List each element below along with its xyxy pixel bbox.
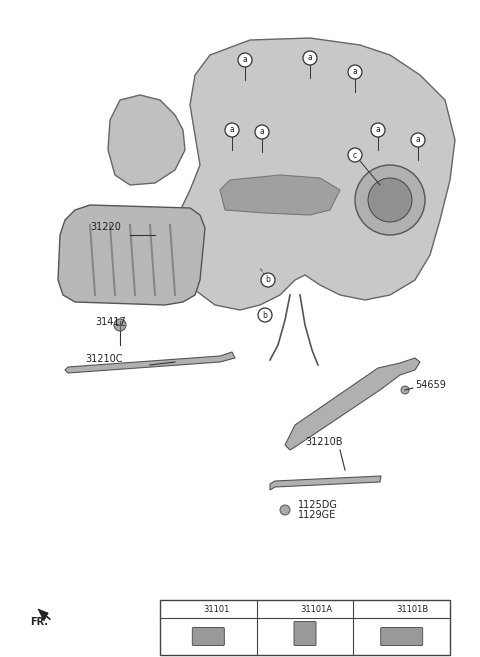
Circle shape [401,386,409,394]
FancyBboxPatch shape [381,627,423,645]
Text: 1125DG: 1125DG [298,500,338,510]
Bar [160,600,450,655]
Text: a: a [260,127,264,137]
Circle shape [114,319,126,331]
Circle shape [255,125,269,139]
Text: b: b [265,275,270,284]
Circle shape [411,133,425,147]
Circle shape [378,603,390,615]
Circle shape [184,603,196,615]
Text: 31210C: 31210C [85,354,122,364]
Text: a: a [242,55,247,64]
Circle shape [261,273,275,287]
Text: a: a [353,68,358,76]
Text: a: a [229,125,234,135]
Polygon shape [285,358,420,450]
Text: 31101: 31101 [204,604,230,614]
Text: b: b [263,311,267,319]
Circle shape [303,51,317,65]
Polygon shape [58,205,205,305]
Text: 31220: 31220 [90,222,121,232]
Circle shape [355,165,425,235]
FancyBboxPatch shape [294,622,316,645]
FancyBboxPatch shape [192,627,224,645]
Text: 31101A: 31101A [300,604,332,614]
Circle shape [348,148,362,162]
Text: c: c [382,604,386,614]
Text: a: a [308,53,312,62]
Text: a: a [416,135,420,145]
Polygon shape [220,175,340,215]
Text: a: a [376,125,380,135]
Text: 31101B: 31101B [396,604,429,614]
Text: 54659: 54659 [415,380,446,390]
Text: c: c [353,150,357,160]
Circle shape [225,123,239,137]
Circle shape [368,178,412,222]
Text: 31210B: 31210B [305,437,343,447]
Polygon shape [108,95,185,185]
Text: FR.: FR. [30,617,48,627]
Text: b: b [285,604,289,614]
Polygon shape [175,38,455,310]
Polygon shape [65,352,235,373]
Circle shape [258,308,272,322]
Text: a: a [188,604,192,614]
Circle shape [371,123,385,137]
Polygon shape [38,609,48,621]
Text: 31417: 31417 [95,317,126,327]
Text: 1129GE: 1129GE [298,510,336,520]
Circle shape [281,603,293,615]
Polygon shape [270,476,381,490]
Circle shape [280,505,290,515]
Circle shape [238,53,252,67]
Circle shape [348,65,362,79]
